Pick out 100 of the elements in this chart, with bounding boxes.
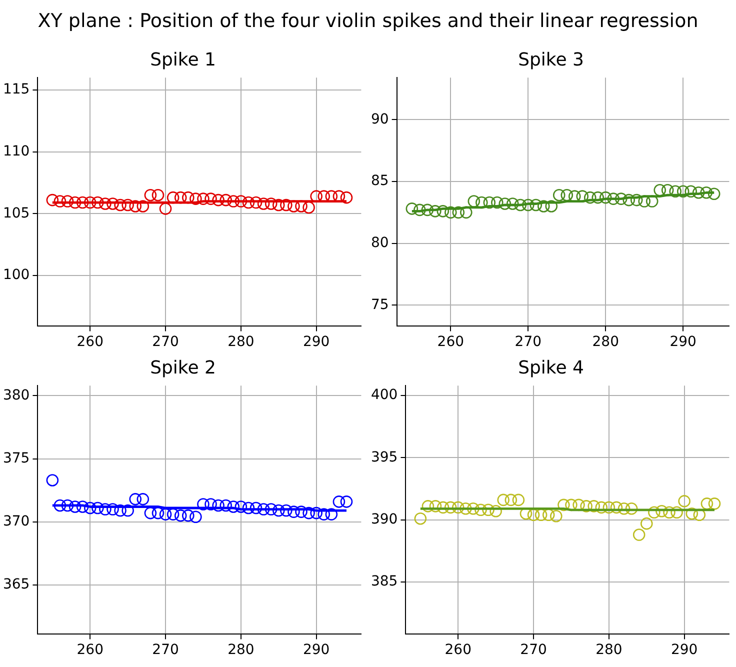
point: [669, 185, 682, 198]
point: [182, 191, 194, 204]
point: [638, 195, 651, 208]
point: [227, 500, 240, 513]
point: [622, 194, 636, 206]
point: [122, 198, 134, 212]
point: [452, 501, 464, 514]
point: [54, 499, 66, 512]
y-tick-label: 75: [370, 296, 389, 313]
point: [264, 503, 278, 516]
point: [467, 502, 480, 515]
point: [234, 500, 248, 513]
point: [264, 198, 278, 210]
point: [76, 500, 89, 513]
x-tick-label: 260: [76, 334, 104, 350]
point: [129, 493, 142, 506]
point: [552, 188, 566, 202]
point: [242, 502, 255, 514]
y-tick-label: 400: [370, 387, 398, 404]
point: [684, 185, 697, 198]
x-tick-label: 280: [228, 334, 254, 350]
point: [302, 201, 315, 214]
x-tick-label: 280: [228, 642, 254, 658]
text: XY plane : Position of the four violin spikes and their linear regression: [36, 9, 700, 34]
point: [159, 202, 172, 215]
point: [444, 206, 457, 219]
point: [257, 198, 270, 210]
point: [318, 508, 330, 520]
point: [512, 494, 525, 506]
point: [436, 205, 450, 218]
y-tick-label: 90: [370, 111, 389, 128]
point: [99, 503, 112, 516]
y-tick-label: 105: [2, 205, 30, 222]
point: [522, 198, 534, 212]
point: [436, 501, 450, 514]
point: [190, 192, 202, 205]
point: [700, 186, 712, 199]
y-tick-label: 385: [370, 574, 398, 590]
point: [560, 188, 574, 202]
x-tick-label: 270: [152, 334, 179, 350]
point: [414, 512, 427, 525]
point: [272, 198, 285, 212]
point: [220, 499, 232, 512]
point: [310, 506, 322, 520]
point: [656, 504, 668, 518]
point: [595, 501, 608, 514]
point: [610, 501, 623, 514]
point: [250, 196, 262, 209]
point: [295, 506, 308, 518]
point: [242, 196, 255, 209]
point: [204, 192, 217, 205]
point: [204, 498, 217, 510]
point: [542, 508, 555, 522]
point: [272, 504, 285, 517]
point: [227, 195, 240, 208]
x-tick-label: 290: [302, 642, 330, 658]
y-tick-label: 380: [2, 387, 30, 404]
point: [708, 498, 721, 510]
point: [174, 509, 187, 522]
point: [114, 198, 126, 212]
point: [340, 496, 353, 508]
point: [530, 198, 542, 212]
point: [106, 503, 119, 516]
x-tick-label: 260: [437, 334, 464, 350]
point: [166, 508, 180, 520]
point: [648, 506, 660, 519]
point: [129, 200, 142, 212]
point: [122, 504, 134, 517]
y-tick-label: 115: [2, 82, 30, 98]
point: [607, 192, 620, 205]
point: [460, 206, 472, 219]
point: [114, 504, 126, 517]
point: [144, 506, 157, 520]
point: [692, 186, 705, 199]
point: [280, 198, 292, 212]
point: [325, 508, 338, 520]
point: [295, 200, 308, 212]
chart-title: Spike 2: [150, 357, 216, 378]
point: [414, 204, 426, 216]
point: [84, 196, 96, 209]
point: [588, 500, 600, 512]
point: [220, 194, 232, 206]
x-tick-label: 270: [152, 642, 179, 658]
point: [506, 198, 519, 210]
point: [468, 195, 480, 208]
point: [618, 502, 630, 515]
x-tick-label: 270: [514, 334, 542, 350]
point: [302, 506, 315, 520]
point: [599, 191, 612, 204]
y-tick-label: 80: [370, 234, 389, 251]
point: [534, 508, 548, 522]
point: [490, 504, 502, 518]
point: [84, 502, 96, 514]
x-tick-label: 290: [670, 642, 698, 658]
point: [584, 191, 596, 204]
point: [491, 196, 504, 209]
point: [460, 502, 472, 515]
y-tick-label: 390: [370, 511, 398, 528]
point: [92, 196, 104, 209]
point: [550, 510, 562, 522]
